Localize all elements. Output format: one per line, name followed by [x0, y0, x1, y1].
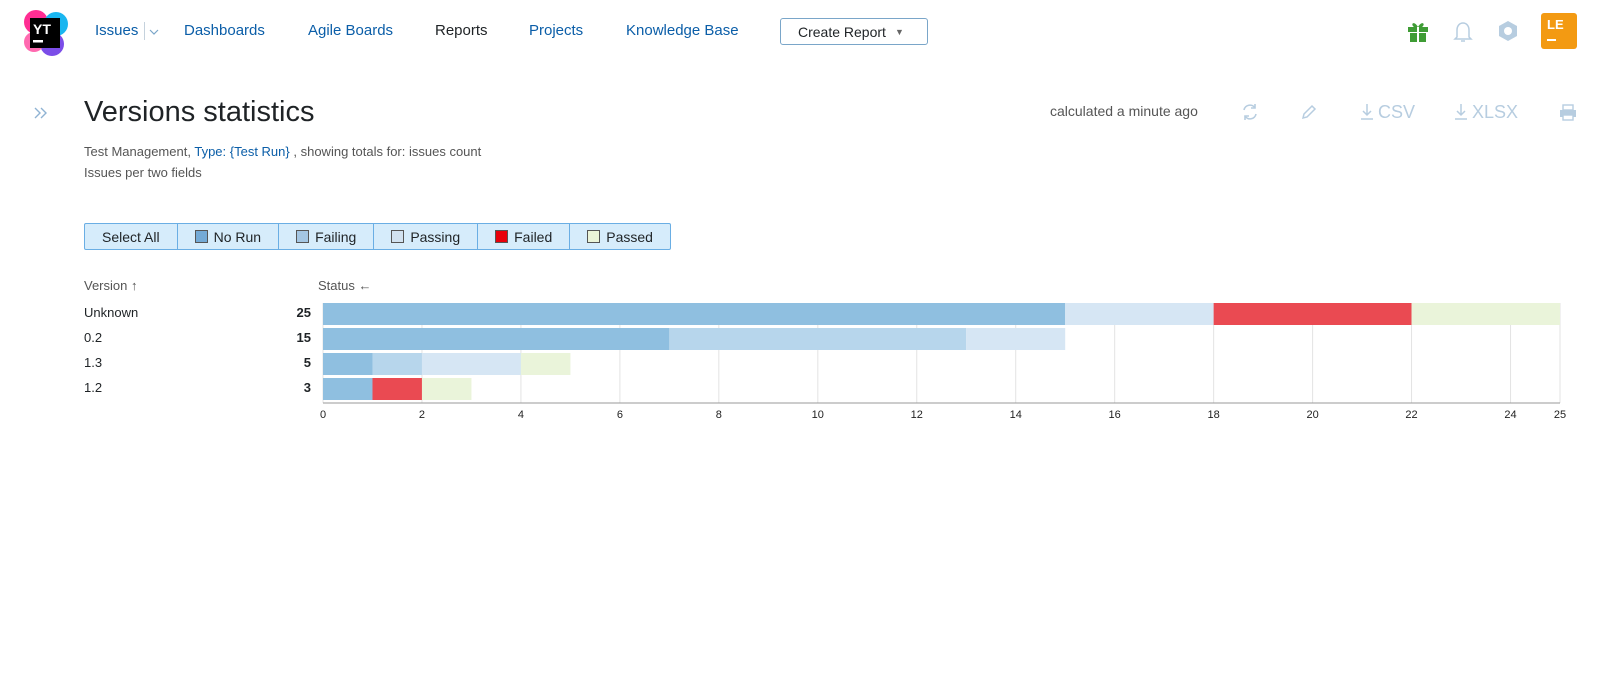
bar-segment-passed[interactable]: [1411, 303, 1560, 325]
nav-projects[interactable]: Projects: [529, 22, 584, 39]
report-subtitle: Test Management, Type: {Test Run} , show…: [84, 144, 481, 159]
legend-swatch: [587, 230, 601, 243]
row-label[interactable]: 1.2: [84, 380, 103, 395]
create-report-button[interactable]: Create Report ▼: [780, 18, 928, 45]
bar-segment-failed[interactable]: [1213, 303, 1412, 325]
caret-down-icon: ▼: [894, 26, 904, 37]
type-filter-link[interactable]: Type: {Test Run}: [194, 144, 290, 159]
bar-segment-failing[interactable]: [372, 353, 422, 375]
chevron-down-icon[interactable]: [148, 26, 160, 38]
legend-no-run[interactable]: No Run: [178, 224, 280, 249]
legend-select-all[interactable]: Select All: [85, 224, 178, 249]
row-total: 5: [303, 355, 311, 370]
bar-segment-no-run[interactable]: [323, 303, 1066, 325]
row-total: 15: [296, 330, 311, 345]
help-icon[interactable]: [1495, 18, 1521, 44]
legend-swatch: [194, 230, 208, 243]
x-tick-label: 14: [1010, 409, 1022, 421]
x-tick-label: 25: [1554, 409, 1566, 421]
download-icon: [1455, 104, 1467, 120]
x-tick-label: 20: [1306, 409, 1318, 421]
legend-label: No Run: [213, 228, 262, 245]
select-all-label: Select All: [102, 228, 160, 245]
legend-swatch: [296, 230, 310, 243]
bar-segment-failed[interactable]: [372, 378, 422, 400]
top-header: YT Issues Dashboards Agile Boards Report…: [0, 0, 1600, 64]
avatar[interactable]: LE: [1541, 13, 1577, 49]
create-report-label: Create Report: [798, 23, 886, 40]
bar-segment-passing[interactable]: [1065, 303, 1214, 325]
bar-segment-passing[interactable]: [966, 328, 1066, 350]
legend-swatch: [391, 230, 405, 243]
row-total: 25: [296, 305, 311, 320]
bar-segment-no-run[interactable]: [323, 378, 373, 400]
legend-label: Failed: [514, 228, 553, 245]
legend-failing[interactable]: Failing: [279, 224, 375, 249]
bar-segment-passed[interactable]: [520, 353, 571, 375]
logo-text: YT: [33, 21, 51, 37]
totals-info: , showing totals for: issues count: [293, 144, 482, 159]
legend-failed[interactable]: Failed: [478, 224, 571, 249]
edit-icon[interactable]: [1299, 100, 1319, 124]
nav-separator: [144, 22, 145, 40]
report-description: Issues per two fields: [84, 165, 202, 180]
nav-agile-boards[interactable]: Agile Boards: [308, 22, 394, 39]
x-tick-label: 12: [911, 409, 923, 421]
download-xlsx-button[interactable]: XLSX: [1452, 100, 1518, 124]
legend-swatch: [495, 230, 509, 243]
expand-sidebar-icon[interactable]: [32, 105, 50, 121]
bar-segment-no-run[interactable]: [323, 328, 670, 350]
status-column-header[interactable]: Status ←: [318, 278, 372, 293]
print-icon[interactable]: [1558, 100, 1578, 124]
x-tick-label: 0: [320, 409, 326, 421]
avatar-initials: LE: [1547, 17, 1564, 32]
legend-label: Passed: [606, 228, 653, 245]
x-tick-label: 10: [812, 409, 824, 421]
bar-segment-passing[interactable]: [421, 353, 521, 375]
bell-icon[interactable]: [1450, 18, 1476, 44]
x-tick-label: 24: [1504, 409, 1516, 421]
download-csv-button[interactable]: CSV: [1358, 100, 1415, 124]
version-column-header[interactable]: Version ↑: [84, 278, 138, 293]
series-filter-legend: Select All No Run Failing Passing Failed…: [84, 223, 671, 250]
nav-issues[interactable]: Issues: [95, 22, 139, 39]
x-tick-label: 18: [1208, 409, 1220, 421]
legend-passing[interactable]: Passing: [374, 224, 479, 249]
bar-segment-passed[interactable]: [421, 378, 472, 400]
youtrack-logo[interactable]: YT: [22, 10, 68, 56]
xlsx-label: XLSX: [1472, 101, 1519, 122]
download-icon: [1361, 104, 1373, 120]
x-tick-label: 22: [1405, 409, 1417, 421]
x-tick-label: 16: [1109, 409, 1121, 421]
refresh-icon[interactable]: [1240, 100, 1260, 124]
x-tick-label: 6: [617, 409, 623, 421]
bar-segment-no-run[interactable]: [323, 353, 373, 375]
project-name: Test Management,: [84, 144, 191, 159]
legend-passed[interactable]: Passed: [570, 224, 670, 249]
csv-label: CSV: [1378, 101, 1416, 122]
legend-label: Failing: [315, 228, 357, 245]
nav-reports[interactable]: Reports: [435, 22, 488, 39]
gift-icon[interactable]: [1405, 18, 1431, 44]
nav-dashboards[interactable]: Dashboards: [184, 22, 265, 39]
x-tick-label: 8: [716, 409, 722, 421]
legend-label: Passing: [410, 228, 461, 245]
row-label[interactable]: 1.3: [84, 355, 103, 370]
x-tick-label: 4: [518, 409, 524, 421]
row-total: 3: [303, 380, 311, 395]
page-title: Versions statistics: [84, 96, 315, 128]
bar-segment-failing[interactable]: [669, 328, 967, 350]
x-tick-label: 2: [419, 409, 425, 421]
row-label[interactable]: Unknown: [84, 305, 139, 320]
calculated-status: calculated a minute ago: [1050, 103, 1198, 119]
row-label[interactable]: 0.2: [84, 330, 103, 345]
nav-knowledge-base[interactable]: Knowledge Base: [626, 22, 739, 39]
